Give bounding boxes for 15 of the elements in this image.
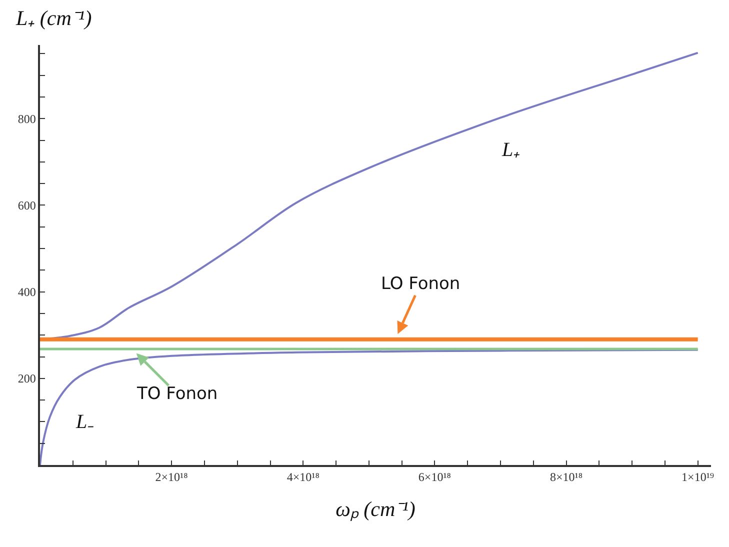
series-label: L₋ (75, 411, 94, 433)
x-tick-label: 2×10¹⁸ (155, 470, 188, 484)
x-tick-label: 1×10¹⁹ (682, 470, 714, 484)
x-tick-label: 8×10¹⁸ (550, 470, 583, 484)
x-tick-label: 6×10¹⁸ (418, 470, 451, 484)
y-tick-label: 600 (18, 198, 36, 212)
y-tick-label: 200 (18, 372, 36, 386)
annotation: TO Fonon (136, 384, 218, 404)
x-axis-title: ωₚ (cm⁻¹) (336, 496, 416, 522)
annotation: LO Fonon (381, 274, 460, 294)
series-label: L₊ (501, 139, 520, 161)
y-tick-label: 800 (18, 112, 36, 126)
x-tick-label: 4×10¹⁸ (286, 470, 320, 484)
y-axis-title: L₊ (cm⁻¹) (15, 6, 92, 30)
y-tick-label: 400 (18, 285, 36, 299)
